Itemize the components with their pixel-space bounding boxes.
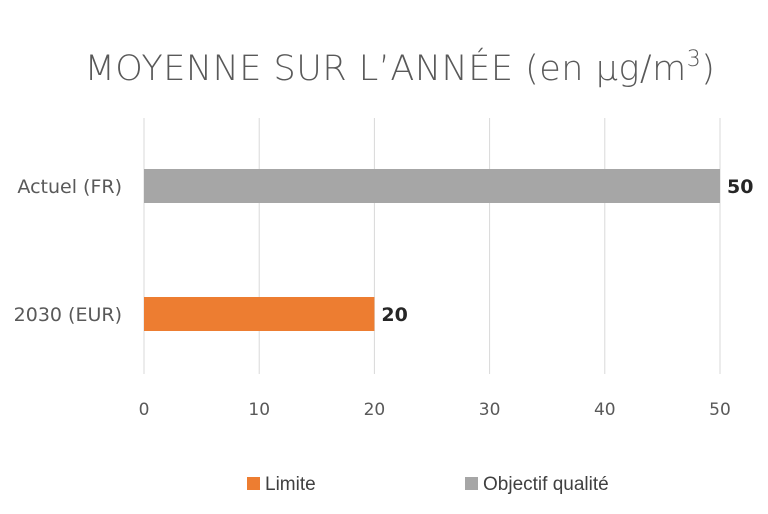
x-tick-label: 40 bbox=[594, 400, 616, 420]
chart-title-close: ) bbox=[701, 49, 715, 89]
x-tick-label: 10 bbox=[248, 400, 270, 420]
x-tick-label: 50 bbox=[709, 400, 731, 420]
x-tick-label: 20 bbox=[364, 400, 386, 420]
x-tick-label: 0 bbox=[139, 400, 150, 420]
bar bbox=[144, 297, 375, 331]
chart-title-superscript: 3 bbox=[687, 47, 702, 72]
x-axis-tick-labels: 0 10 20 30 40 50 bbox=[139, 400, 731, 420]
category-label: 2030 (EUR) bbox=[14, 304, 122, 326]
x-tick-label: 30 bbox=[479, 400, 501, 420]
category-labels: Actuel (FR) 2030 (EUR) bbox=[14, 176, 122, 326]
legend-swatch bbox=[465, 477, 478, 490]
legend-label: Objectif qualité bbox=[483, 474, 609, 495]
data-label: 50 bbox=[727, 176, 753, 198]
data-labels: 50 20 bbox=[381, 176, 753, 326]
bar bbox=[144, 169, 720, 203]
legend: Limite Objectif qualité bbox=[247, 474, 609, 495]
legend-label: Limite bbox=[265, 474, 316, 495]
bars bbox=[144, 169, 720, 331]
chart-title: MOYENNE SUR L’ANNÉE (en µg/m3) bbox=[85, 47, 716, 89]
gridlines bbox=[143, 118, 721, 374]
chart-title-main: MOYENNE SUR L’ANNÉE (en µg/m bbox=[85, 47, 687, 89]
data-label: 20 bbox=[381, 304, 407, 326]
legend-swatch bbox=[247, 477, 260, 490]
category-label: Actuel (FR) bbox=[17, 176, 122, 198]
